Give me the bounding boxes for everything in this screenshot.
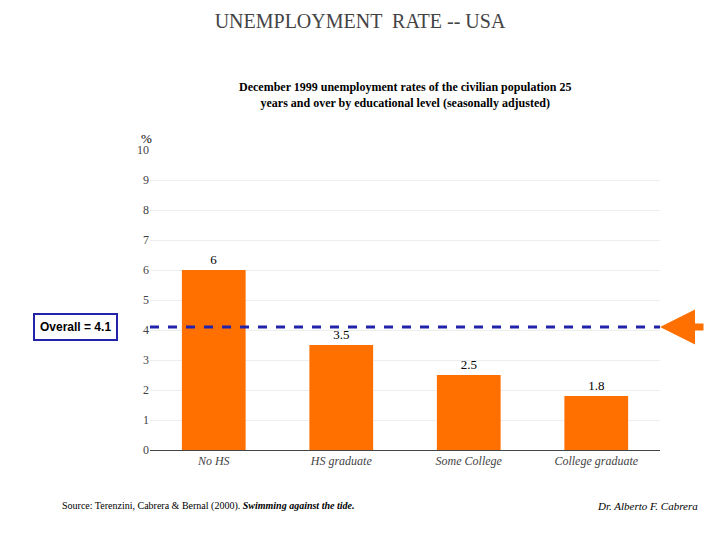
- svg-text:UNEMPLOYMENT RATE -- USA: UNEMPLOYMENT RATE -- USA: [215, 10, 506, 32]
- svg-text:December 1999 unemployment rat: December 1999 unemployment rates of the …: [239, 80, 571, 110]
- svg-text:2.5: 2.5: [461, 357, 477, 372]
- svg-text:Overall = 4.1: Overall = 4.1: [40, 320, 111, 334]
- svg-text:5: 5: [143, 293, 149, 307]
- svg-text:3: 3: [143, 353, 149, 367]
- svg-text:Some College: Some College: [436, 454, 503, 468]
- svg-text:Dr. Alberto F. Cabrera: Dr. Alberto F. Cabrera: [597, 500, 698, 512]
- svg-text:6: 6: [210, 252, 217, 267]
- svg-text:7: 7: [143, 233, 149, 247]
- svg-text:9: 9: [143, 173, 149, 187]
- svg-text:0: 0: [143, 443, 149, 457]
- svg-text:1.8: 1.8: [588, 378, 604, 393]
- svg-text:8: 8: [143, 203, 149, 217]
- svg-text:6: 6: [143, 263, 149, 277]
- svg-text:HS graduate: HS graduate: [310, 454, 373, 468]
- svg-text:1: 1: [143, 413, 149, 427]
- svg-text:2: 2: [143, 383, 149, 397]
- svg-text:4: 4: [143, 323, 149, 337]
- svg-text:No HS: No HS: [197, 454, 230, 468]
- svg-text:%: %: [141, 131, 152, 146]
- svg-text:10: 10: [137, 143, 149, 157]
- svg-text:Source: Terenzini, Cabrera & B: Source: Terenzini, Cabrera & Bernal (200…: [62, 500, 354, 512]
- svg-text:College graduate: College graduate: [554, 454, 638, 468]
- svg-text:3.5: 3.5: [333, 327, 349, 342]
